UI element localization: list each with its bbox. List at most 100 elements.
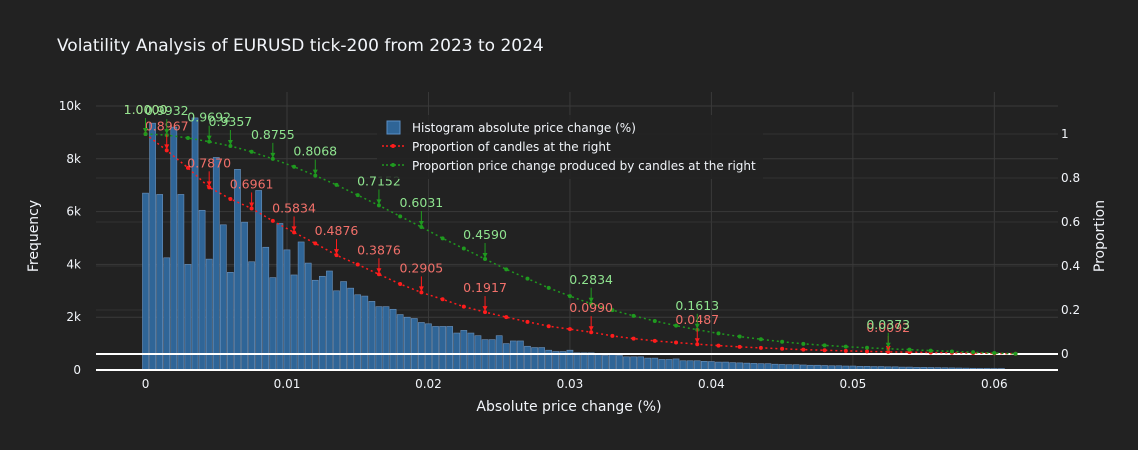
series-point (801, 341, 806, 346)
annotation-arrowhead (885, 345, 891, 351)
series-point (843, 344, 848, 349)
histogram-bar (410, 318, 418, 371)
annotation-label: 0.9357 (209, 114, 253, 129)
series-point (461, 246, 466, 251)
annotation-label: 0.4876 (315, 223, 359, 238)
x-tick-label: 0.04 (698, 377, 725, 391)
histogram-bar (630, 356, 637, 371)
annotation-label: 0.4590 (463, 227, 507, 242)
histogram-bar (587, 352, 595, 371)
legend-item-candles[interactable]: Proportion of candles at the right (412, 140, 611, 154)
series-point (228, 143, 233, 148)
y2-tick-label: 0.6 (1061, 215, 1080, 229)
histogram-bar (425, 323, 432, 371)
histogram-bar (382, 306, 390, 371)
histogram-bar (474, 335, 482, 371)
annotation-arrowhead (588, 326, 594, 332)
legend-background (377, 115, 763, 179)
histogram-bar (418, 322, 425, 371)
series-point (716, 343, 721, 348)
histogram-bar (319, 275, 326, 371)
annotations: 1.00000.89670.78700.69610.58340.48760.38… (124, 102, 910, 351)
legend[interactable]: Histogram absolute price change (%) Prop… (377, 115, 763, 179)
annotation-label: 0.0990 (569, 300, 613, 315)
histogram-bar (715, 361, 722, 371)
histogram-bar (609, 353, 616, 371)
series-point (992, 351, 997, 356)
series-point (461, 304, 466, 309)
histogram-bar (693, 360, 701, 371)
legend-green-marker (391, 163, 395, 167)
annotation-label: 0.9932 (145, 103, 189, 118)
histogram-bar (262, 246, 270, 371)
histogram-bar (396, 314, 404, 371)
series-point (758, 337, 763, 342)
series-point (334, 182, 339, 187)
histogram-bar (326, 270, 333, 371)
series-point (313, 241, 318, 246)
series-point (376, 272, 381, 277)
histogram-bar (594, 353, 602, 371)
y-tick-label: 2k (66, 310, 81, 324)
histogram-bar (227, 272, 234, 371)
series-point (185, 165, 190, 170)
annotation-label: 0.2905 (400, 260, 444, 275)
series-point (546, 285, 551, 290)
annotation-label: 0.8068 (293, 144, 337, 159)
annotation-arrowhead (588, 297, 594, 303)
annotation-label: 0.6961 (230, 176, 274, 191)
y-tick-label: 0 (73, 363, 81, 377)
histogram-bar (736, 362, 744, 371)
series-point (610, 308, 615, 313)
series-point (652, 338, 657, 343)
histogram-bar (170, 126, 178, 371)
histogram-bar (651, 357, 659, 371)
series-point (143, 132, 148, 136)
series-point (949, 349, 954, 354)
annotation-label: 0.9692 (187, 110, 231, 125)
histogram-bar (354, 294, 362, 371)
series-point (398, 214, 403, 219)
histogram-bar (290, 274, 298, 371)
histogram-bar (149, 122, 156, 371)
series-point (525, 319, 530, 324)
annotation-arrowhead (249, 202, 255, 208)
histogram-bar (403, 316, 411, 371)
annotation-arrowhead (206, 135, 212, 141)
histogram-bar (708, 361, 715, 371)
series-point (652, 318, 657, 323)
annotation-arrowhead (376, 268, 382, 274)
annotation-arrowhead (376, 199, 382, 205)
series-point (164, 148, 169, 153)
histogram-bar (142, 192, 149, 371)
annotation-arrowhead (312, 169, 318, 175)
histogram-bar (601, 355, 609, 371)
zero-lines (96, 353, 1058, 371)
annotation-arrowhead (418, 220, 424, 226)
legend-item-price-change[interactable]: Proportion price change produced by cand… (412, 159, 756, 173)
series-point (610, 333, 615, 338)
histogram-bar (672, 358, 680, 371)
y2-axis-title: Proportion (1092, 200, 1108, 272)
y-axis-ticks: 0 2k 4k 6k 8k 10k (59, 99, 81, 377)
histogram-bar (637, 356, 644, 371)
series-point (886, 349, 891, 354)
series-point (674, 323, 679, 328)
histogram-bar (460, 330, 468, 371)
series-point (483, 257, 488, 262)
series-point (355, 193, 360, 198)
series-point (249, 206, 254, 211)
annotation-label: 0.8755 (251, 127, 295, 142)
histogram-bar (729, 362, 736, 371)
histogram-bar (644, 357, 652, 371)
annotation-arrowhead (885, 342, 891, 348)
legend-item-histogram[interactable]: Histogram absolute price change (%) (412, 121, 636, 135)
histogram-bar (241, 221, 248, 371)
series-point (567, 294, 572, 299)
annotation-label: 0.5834 (272, 200, 316, 215)
annotation-label: 0.1917 (463, 280, 507, 295)
histogram-bar (269, 277, 277, 371)
histogram-bar (283, 249, 291, 371)
histogram-bars (142, 117, 1005, 371)
annotation-label: 0.2834 (569, 272, 613, 287)
